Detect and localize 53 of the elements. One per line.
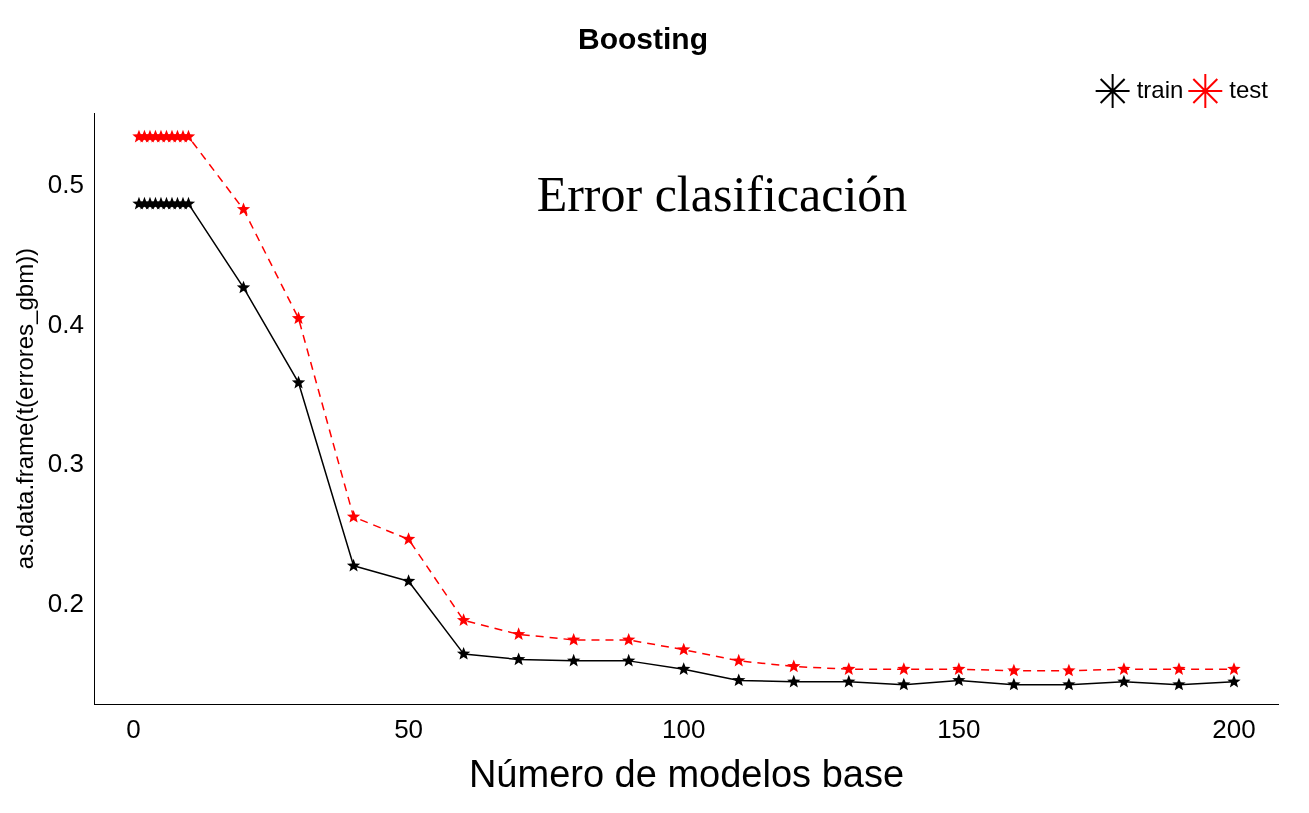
- point: [1227, 662, 1241, 675]
- point: [732, 673, 746, 687]
- point: [456, 613, 471, 627]
- point: [897, 662, 911, 675]
- point: [511, 652, 526, 666]
- point: [511, 627, 526, 640]
- point: [401, 532, 416, 545]
- point: [787, 674, 801, 688]
- point: [842, 662, 856, 675]
- y-tick-label: 0.3: [47, 448, 84, 479]
- point: [1117, 674, 1131, 688]
- point: [1062, 663, 1076, 677]
- point: [291, 311, 306, 325]
- point: [1172, 662, 1186, 675]
- point: [1062, 677, 1076, 691]
- point: [787, 659, 801, 673]
- x-axis-title: Número de modelos base: [468, 752, 905, 795]
- point: [1227, 674, 1241, 688]
- chart-title: Boosting: [578, 22, 708, 56]
- y-tick-label: 0.4: [47, 308, 84, 339]
- point: [567, 632, 581, 646]
- x-tick-label: 150: [937, 713, 981, 744]
- point: [346, 558, 361, 572]
- point: [456, 646, 471, 660]
- point: [1007, 663, 1021, 677]
- point: [567, 653, 581, 667]
- point: [897, 677, 911, 691]
- point: [346, 509, 361, 523]
- point: [677, 662, 691, 675]
- x-tick-label: 100: [662, 713, 706, 744]
- legend-label: test: [1229, 75, 1269, 103]
- point: [1172, 677, 1186, 691]
- point: [732, 653, 746, 667]
- point: [401, 574, 416, 587]
- point: [236, 280, 251, 294]
- point: [1007, 677, 1021, 691]
- x-tick-label: 50: [394, 713, 424, 744]
- y-tick-label: 0.2: [47, 588, 84, 619]
- point: [952, 662, 966, 675]
- x-tick-label: 0: [126, 713, 141, 744]
- legend-label: train: [1136, 75, 1184, 103]
- annotation: Error clasificación: [536, 166, 908, 223]
- point: [291, 375, 306, 389]
- y-axis-title: as.data.frame(t(errores_gbm)): [11, 247, 39, 570]
- y-tick-label: 0.5: [47, 168, 84, 199]
- point: [622, 653, 636, 667]
- point: [622, 632, 636, 646]
- point: [842, 674, 856, 688]
- point: [236, 202, 251, 216]
- point: [952, 673, 966, 687]
- x-tick-label: 200: [1212, 713, 1256, 744]
- point: [1117, 662, 1131, 675]
- point: [677, 642, 691, 656]
